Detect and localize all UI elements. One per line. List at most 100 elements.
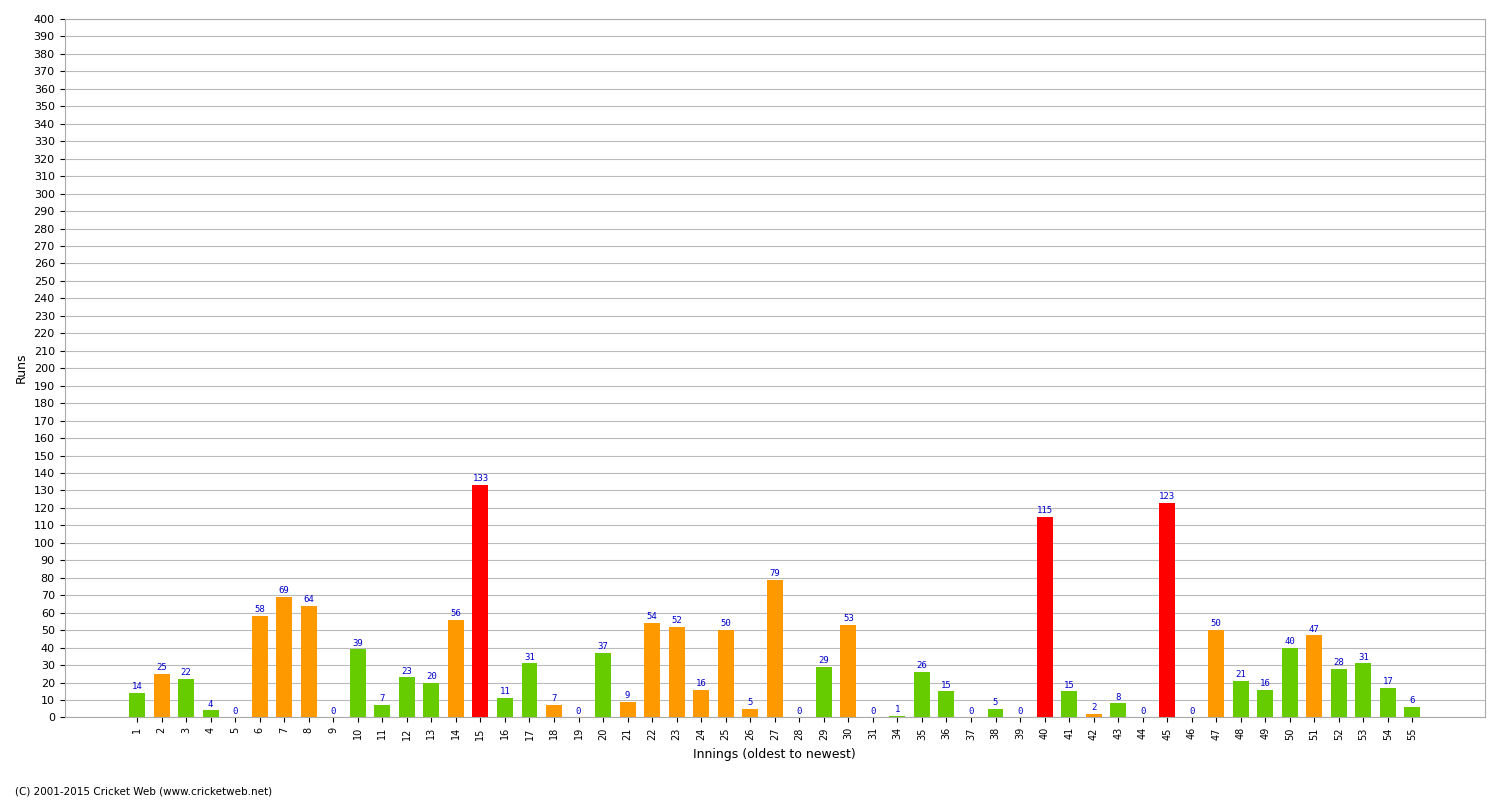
Bar (939, 691, 954, 718)
Bar (1086, 714, 1101, 718)
Text: 31: 31 (1358, 653, 1370, 662)
Bar (596, 653, 610, 718)
Bar (816, 667, 833, 718)
Text: (C) 2001-2015 Cricket Web (www.cricketweb.net): (C) 2001-2015 Cricket Web (www.cricketwe… (15, 786, 272, 796)
Text: 0: 0 (796, 706, 802, 716)
Bar (252, 616, 267, 718)
Y-axis label: Runs: Runs (15, 353, 28, 383)
Bar (472, 486, 489, 718)
Text: 58: 58 (255, 606, 266, 614)
Bar (1160, 502, 1174, 718)
Bar (1257, 690, 1274, 718)
Text: 21: 21 (1236, 670, 1246, 679)
Text: 64: 64 (303, 595, 313, 604)
Bar (890, 716, 906, 718)
Text: 50: 50 (1210, 619, 1221, 628)
Text: 54: 54 (646, 613, 657, 622)
Text: 0: 0 (576, 706, 580, 716)
Bar (1356, 663, 1371, 718)
Bar (987, 709, 1004, 718)
Text: 0: 0 (1017, 706, 1023, 716)
Text: 133: 133 (472, 474, 489, 483)
Bar (375, 706, 390, 718)
Bar (1404, 707, 1420, 718)
Text: 37: 37 (597, 642, 609, 651)
Text: 17: 17 (1383, 677, 1394, 686)
Bar (496, 698, 513, 718)
Text: 53: 53 (843, 614, 854, 623)
Bar (350, 650, 366, 718)
Bar (423, 682, 439, 718)
Bar (1306, 635, 1323, 718)
Text: 40: 40 (1284, 637, 1294, 646)
Bar (546, 706, 562, 718)
Bar (522, 663, 537, 718)
Bar (1036, 517, 1053, 718)
Text: 25: 25 (156, 663, 166, 672)
Text: 0: 0 (1190, 706, 1194, 716)
Text: 0: 0 (969, 706, 974, 716)
Text: 7: 7 (380, 694, 386, 703)
Text: 123: 123 (1160, 492, 1176, 501)
Text: 16: 16 (1260, 678, 1270, 688)
Text: 5: 5 (993, 698, 998, 707)
Text: 2: 2 (1090, 703, 1096, 712)
Text: 16: 16 (696, 678, 706, 688)
Text: 115: 115 (1036, 506, 1053, 515)
Text: 0: 0 (870, 706, 876, 716)
Text: 7: 7 (552, 694, 556, 703)
Bar (914, 672, 930, 718)
Bar (1110, 703, 1126, 718)
Text: 4: 4 (209, 700, 213, 709)
Bar (717, 630, 734, 718)
Bar (129, 693, 146, 718)
Text: 23: 23 (402, 666, 412, 675)
Bar (178, 679, 194, 718)
Text: 26: 26 (916, 662, 927, 670)
Text: 8: 8 (1116, 693, 1120, 702)
Bar (742, 709, 758, 718)
Text: 29: 29 (819, 656, 830, 665)
Bar (620, 702, 636, 718)
Bar (693, 690, 709, 718)
Text: 20: 20 (426, 672, 436, 681)
Text: 14: 14 (132, 682, 142, 691)
Text: 47: 47 (1310, 625, 1320, 634)
Bar (669, 626, 684, 718)
Text: 1: 1 (894, 705, 900, 714)
Bar (1330, 669, 1347, 718)
Bar (1380, 688, 1396, 718)
Text: 22: 22 (180, 668, 192, 678)
Text: 0: 0 (1140, 706, 1146, 716)
Bar (644, 623, 660, 718)
Bar (766, 579, 783, 718)
Bar (276, 597, 292, 718)
Text: 79: 79 (770, 569, 780, 578)
Text: 31: 31 (524, 653, 536, 662)
Bar (448, 620, 464, 718)
Text: 0: 0 (330, 706, 336, 716)
Bar (1233, 681, 1248, 718)
Text: 28: 28 (1334, 658, 1344, 667)
Text: 52: 52 (672, 616, 682, 625)
Text: 56: 56 (450, 609, 462, 618)
Text: 5: 5 (747, 698, 753, 707)
Bar (399, 678, 416, 718)
X-axis label: Innings (oldest to newest): Innings (oldest to newest) (693, 748, 856, 761)
Bar (1060, 691, 1077, 718)
Bar (302, 606, 316, 718)
Bar (840, 625, 856, 718)
Bar (1282, 647, 1298, 718)
Text: 69: 69 (279, 586, 290, 595)
Text: 39: 39 (352, 638, 363, 647)
Text: 15: 15 (940, 681, 952, 690)
Text: 50: 50 (720, 619, 730, 628)
Text: 6: 6 (1410, 696, 1414, 706)
Text: 15: 15 (1064, 681, 1074, 690)
Text: 0: 0 (232, 706, 238, 716)
Bar (202, 710, 219, 718)
Text: 11: 11 (500, 687, 510, 697)
Bar (1209, 630, 1224, 718)
Bar (153, 674, 170, 718)
Text: 9: 9 (626, 691, 630, 700)
